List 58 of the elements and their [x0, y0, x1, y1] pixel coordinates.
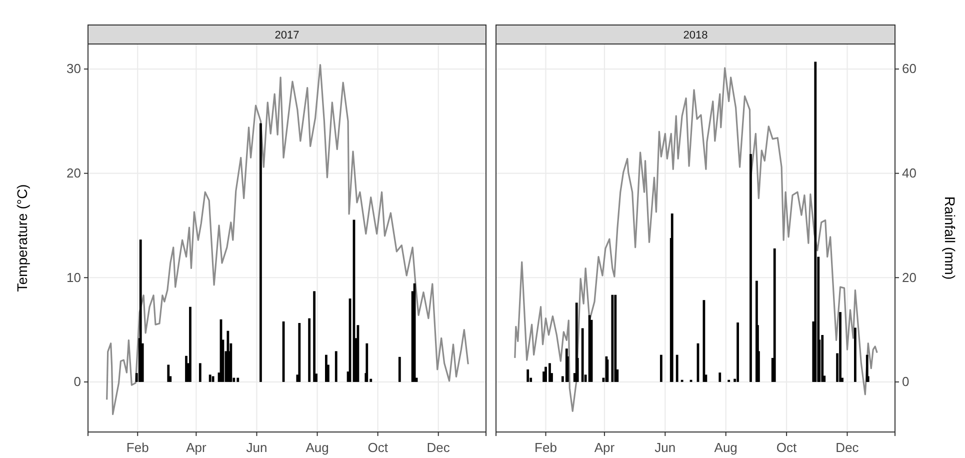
bar: [544, 366, 547, 382]
bar: [750, 154, 752, 382]
x-tick-label: Apr: [594, 440, 616, 455]
y2-tick-label: 40: [902, 165, 916, 180]
x-tick-label: Apr: [186, 440, 207, 455]
bar: [139, 240, 142, 382]
y-axis-title: Temperature (°C): [14, 184, 30, 292]
bar: [226, 330, 230, 382]
x-tick-label: Feb: [126, 440, 149, 455]
chart-title: 2018: [683, 30, 708, 42]
x-tick-label: Jun: [654, 440, 676, 455]
bar: [854, 328, 856, 382]
x-tick-label: Dec: [836, 440, 860, 455]
line-series: [106, 64, 469, 416]
bar: [313, 291, 316, 382]
bar: [773, 248, 776, 382]
bar: [334, 351, 338, 382]
bar: [611, 294, 614, 382]
y-tick-label: 20: [66, 165, 81, 180]
bar: [718, 372, 722, 382]
bar: [212, 376, 214, 382]
bar: [839, 312, 842, 382]
y2-tick-label: 20: [902, 270, 916, 285]
bar: [670, 213, 674, 382]
bar: [366, 343, 368, 382]
bar: [606, 360, 609, 382]
chart-title: 2017: [274, 30, 300, 42]
bar: [308, 318, 311, 382]
bar: [526, 369, 530, 382]
bar: [208, 374, 212, 382]
x-tick-label: Feb: [534, 440, 557, 455]
bar: [325, 354, 328, 382]
bar: [189, 306, 192, 382]
y-tick-label: 0: [74, 374, 81, 390]
y2-axis-title: Rainfall (mm): [942, 196, 958, 280]
x-tick-label: Aug: [714, 440, 738, 455]
x-tick-label: Oct: [368, 440, 388, 455]
y-tick-label: 30: [66, 61, 81, 76]
bar: [814, 62, 817, 382]
bar: [236, 378, 240, 382]
bar: [548, 363, 551, 382]
bar: [198, 363, 202, 382]
bar: [260, 123, 262, 382]
x-tick-label: Aug: [306, 440, 329, 455]
y2-tick-label: 0: [902, 374, 910, 390]
y2-tick-label: 60: [902, 61, 916, 76]
x-tick-label: Oct: [776, 440, 798, 455]
bar: [614, 294, 617, 382]
bar: [736, 322, 739, 382]
x-tick-label: Dec: [426, 440, 450, 455]
x-tick-label: Jun: [246, 440, 268, 455]
bar: [660, 354, 662, 382]
bar: [676, 354, 678, 382]
bar: [298, 323, 301, 382]
bar: [398, 356, 401, 382]
bar: [167, 364, 170, 382]
y-tick-label: 10: [66, 270, 81, 285]
bar: [581, 328, 584, 382]
